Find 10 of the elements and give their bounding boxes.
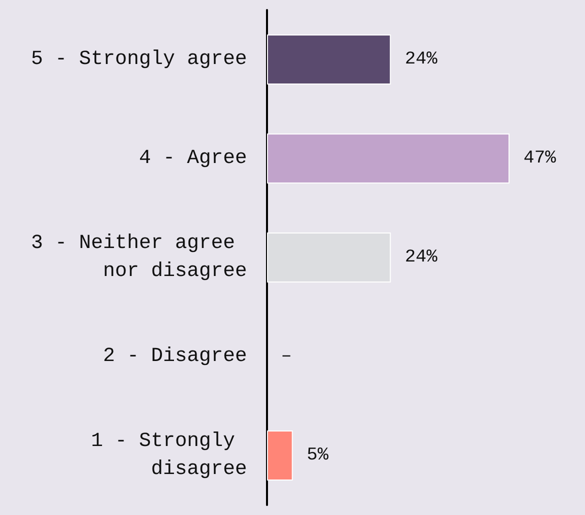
y-tick-label: 1 - Strongly disagree — [90, 430, 247, 481]
y-tick-label: 3 - Neither agree nor disagree — [30, 232, 247, 283]
data-label: – — [281, 346, 292, 366]
data-label: 47% — [524, 148, 556, 168]
y-tick-label: 4 - Agree — [138, 147, 247, 170]
data-label: 24% — [404, 248, 438, 268]
data-label: 5% — [306, 446, 329, 466]
data-label: 24% — [404, 50, 438, 70]
y-tick-label: 5 - Strongly agree — [30, 48, 247, 71]
y-tick-label: 2 - Disagree — [102, 345, 247, 368]
